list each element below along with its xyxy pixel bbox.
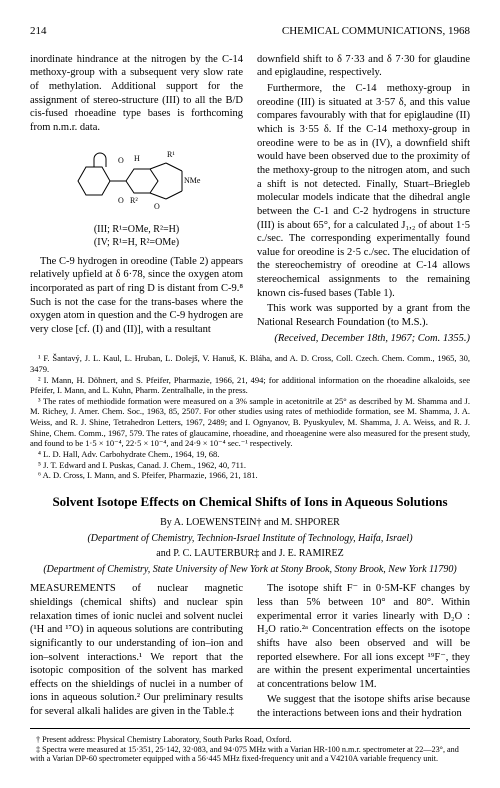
chemical-structure: O O R¹ NMe O H R² (III; R¹=OMe, R²=H) (I… xyxy=(30,141,243,249)
received-line: (Received, December 18th, 1967; Com. 135… xyxy=(257,332,470,346)
footnote: † Present address: Physical Chemistry La… xyxy=(30,735,470,745)
para: Furthermore, the C-14 methoxy-group in o… xyxy=(257,82,470,300)
svg-text:O: O xyxy=(118,156,124,165)
top-article-body: inordinate hindrance at the nitrogen by … xyxy=(30,53,470,345)
svg-text:H: H xyxy=(134,154,140,163)
para: The isotope shift F⁻ in 0·5M-KF changes … xyxy=(257,582,470,691)
references-block: ¹ F. Šantavý, J. L. Kaul, L. Hruban, L. … xyxy=(30,353,470,481)
svg-text:R¹: R¹ xyxy=(167,150,175,159)
para: We suggest that the isotope shifts arise… xyxy=(257,693,470,720)
para: inordinate hindrance at the nitrogen by … xyxy=(30,53,243,135)
reference: ⁴ L. D. Hall, Adv. Carbohydrate Chem., 1… xyxy=(30,449,470,460)
page-number: 214 xyxy=(30,24,47,39)
authors: By A. LOEWENSTEIN† and M. SHPORER xyxy=(30,516,470,530)
svg-text:NMe: NMe xyxy=(184,176,201,185)
affiliation-2: (Department of Chemistry, State Universi… xyxy=(30,563,470,577)
footnote: ‡ Spectra were measured at 15·351, 25·14… xyxy=(30,745,470,765)
para: MEASUREMENTS of nuclear magnetic shieldi… xyxy=(30,582,243,718)
molecule-icon: O O R¹ NMe O H R² xyxy=(72,141,202,219)
reference: ¹ F. Šantavý, J. L. Kaul, L. Hruban, L. … xyxy=(30,353,470,374)
para: The C-9 hydrogen in oreodine (Table 2) a… xyxy=(30,255,243,337)
journal-name: CHEMICAL COMMUNICATIONS, 1968 xyxy=(282,24,470,39)
affiliation: (Department of Chemistry, Technion-Israe… xyxy=(30,532,470,546)
footnotes: † Present address: Physical Chemistry La… xyxy=(30,735,470,765)
page-header: 214 CHEMICAL COMMUNICATIONS, 1968 xyxy=(30,24,470,39)
reference: ³ The rates of methiodide formation were… xyxy=(30,396,470,449)
article2-body: MEASUREMENTS of nuclear magnetic shieldi… xyxy=(30,582,470,721)
article-title: Solvent Isotope Effects on Chemical Shif… xyxy=(30,493,470,511)
svg-text:O: O xyxy=(118,196,124,205)
svg-text:O: O xyxy=(154,202,160,211)
reference: ⁵ J. T. Edward and I. Puskas, Canad. J. … xyxy=(30,460,470,471)
structure-label-2: (IV; R¹=H, R²=OMe) xyxy=(30,236,243,249)
structure-label-1: (III; R¹=OMe, R²=H) xyxy=(30,223,243,236)
reference: ² I. Mann, H. Döhnert, and S. Pfeifer, P… xyxy=(30,375,470,396)
authors-2: and P. C. LAUTERBUR‡ and J. E. RAMIREZ xyxy=(30,547,470,561)
para: downfield shift to δ 7·33 and δ 7·30 for… xyxy=(257,53,470,80)
reference: ⁶ A. D. Cross, I. Mann, and S. Pfeifer, … xyxy=(30,470,470,481)
para: This work was supported by a grant from … xyxy=(257,302,470,329)
footnote-divider xyxy=(30,728,470,729)
svg-text:R²: R² xyxy=(130,196,138,205)
